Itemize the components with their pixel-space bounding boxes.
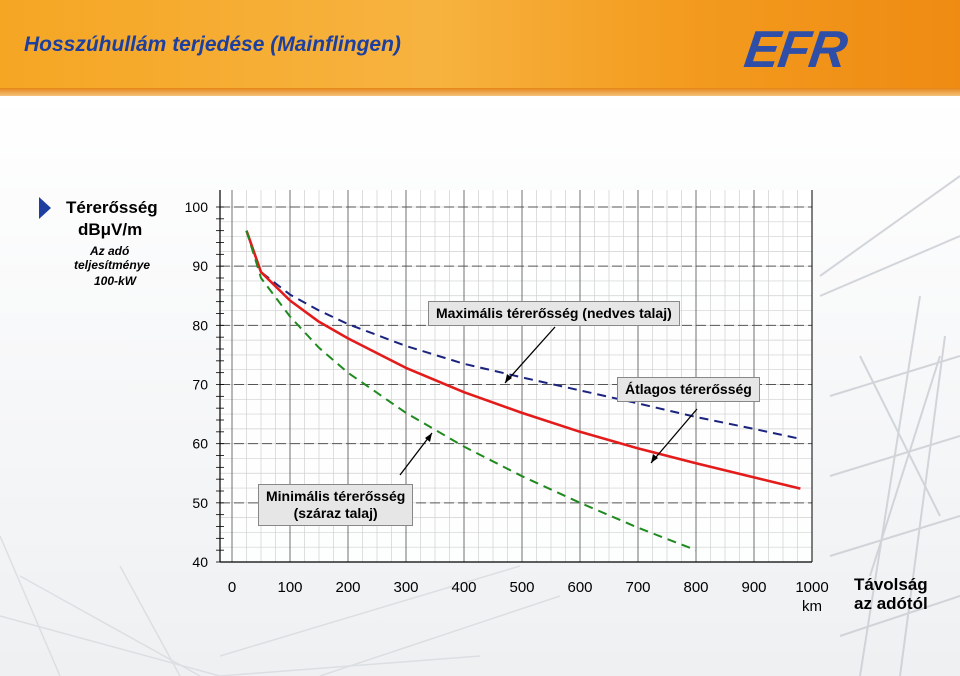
leader-avg	[650, 408, 698, 464]
callout-leader-lines	[399, 326, 698, 476]
x-tick-label: 1000	[795, 579, 828, 596]
y-tick-label: 70	[192, 377, 208, 393]
y-tick-label: 50	[192, 495, 208, 511]
leader-min-arrowhead	[425, 433, 432, 442]
x-axis-title-line2: az adótól	[854, 594, 928, 613]
chart-axes	[216, 190, 813, 563]
y-axis-note-line3: 100-kW	[94, 274, 137, 288]
leader-min	[399, 432, 433, 476]
series-line-2	[245, 230, 697, 552]
x-tick-label: 200	[335, 579, 360, 596]
x-tick-label: 800	[683, 579, 708, 596]
page-title: Hosszúhullám terjedése (Mainflingen)	[24, 33, 401, 56]
series-line-0	[245, 230, 801, 440]
header-banner	[0, 0, 960, 95]
x-tick-label: 600	[567, 579, 592, 596]
x-tick-label: 900	[741, 579, 766, 596]
y-tick-label: 60	[192, 436, 208, 452]
x-tick-label: 500	[509, 579, 534, 596]
x-tick-label: 700	[625, 579, 650, 596]
leader-max-arrowhead	[505, 374, 512, 383]
leader-max	[504, 326, 556, 384]
x-tick-label: 400	[451, 579, 476, 596]
callout-min-line1: Minimális térerősség	[266, 488, 406, 504]
y-axis-title: Térerősség	[66, 198, 158, 217]
x-tick-label: 0	[228, 579, 236, 596]
header-divider	[0, 88, 960, 96]
callout-min-line2: (száraz talaj)	[293, 505, 378, 521]
y-tick-label: 90	[192, 258, 208, 274]
leader-avg-arrowhead	[651, 454, 658, 463]
y-tick-label: 100	[185, 199, 209, 215]
x-tick-label: 300	[393, 579, 418, 596]
x-tick-label: 100	[277, 579, 302, 596]
y-tick-labels: 40 50 60 70 80 90 100	[185, 199, 209, 570]
x-tick-labels: 0 100 200 300 400 500 600 700 800 900 1000 km	[228, 579, 829, 615]
x-axis-title: Távolság az adótól	[854, 575, 928, 613]
callout-min-field-strength: Minimális térerősség (száraz talaj)	[258, 484, 414, 526]
y-axis-unit: dBμV/m	[78, 220, 143, 239]
callout-avg-field-strength: Átlagos térerősség	[617, 377, 760, 402]
callout-max-field-strength: Maximális térerősség (nedves talaj)	[428, 301, 680, 326]
y-tick-label: 80	[192, 317, 208, 333]
y-axis-note-line1: Az adó	[90, 244, 130, 258]
x-axis-title-line1: Távolság	[854, 575, 928, 594]
y-tick-label: 40	[192, 554, 208, 570]
series-line-1	[245, 230, 801, 490]
y-axis-note-line2: teljesítménye	[74, 258, 151, 272]
chart-series	[245, 230, 801, 552]
triangle-right-icon	[39, 197, 51, 219]
x-axis-unit: km	[802, 598, 822, 615]
